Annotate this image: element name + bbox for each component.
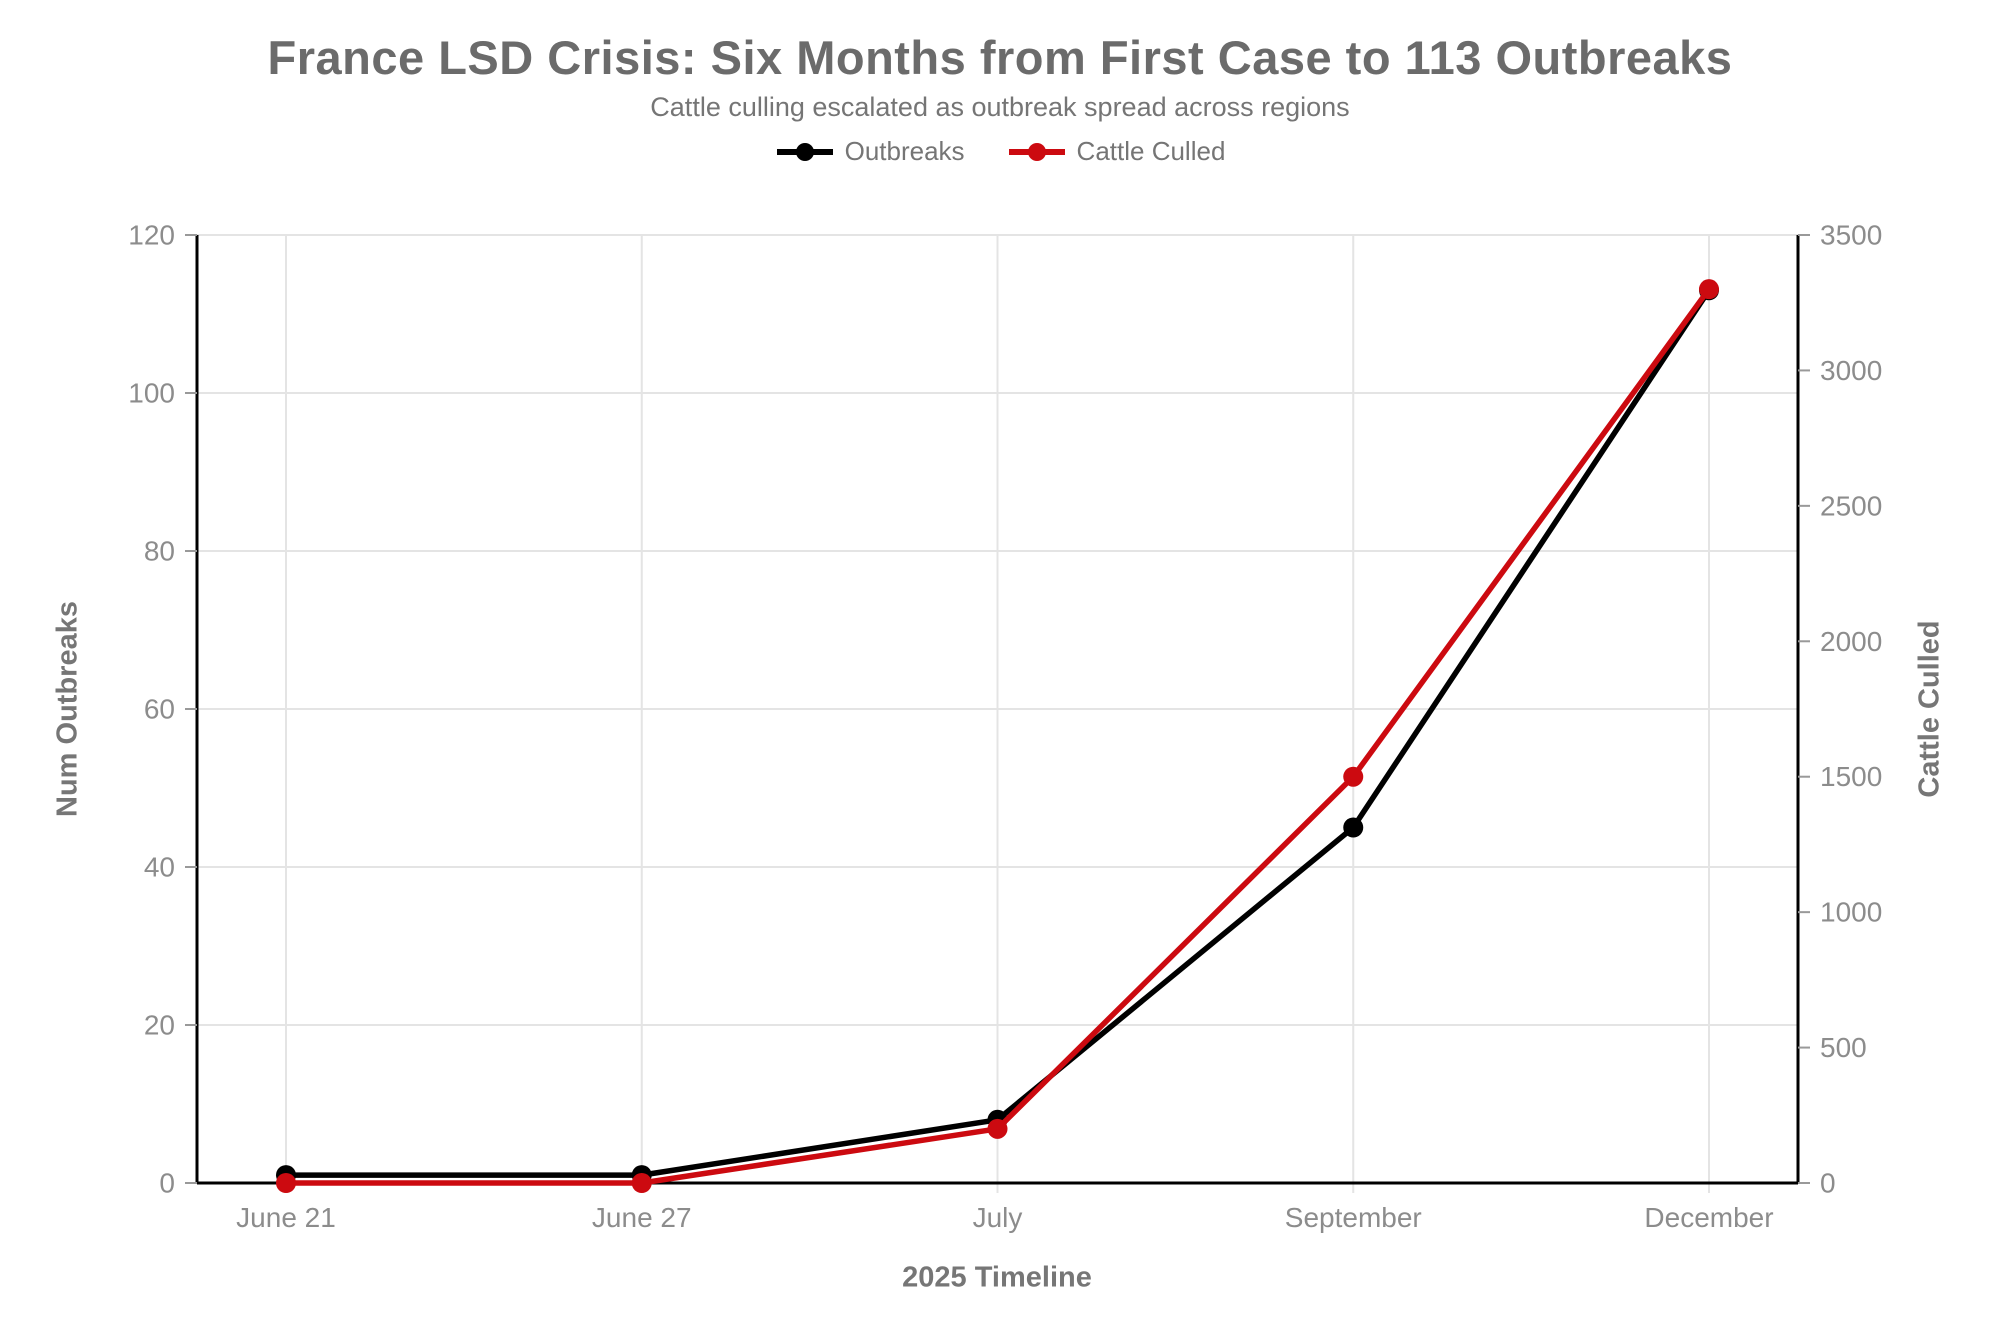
left-tick-label: 0 xyxy=(159,1168,175,1199)
legend-item-outbreaks[interactable]: Outbreaks xyxy=(775,136,965,167)
right-tick-label: 1000 xyxy=(1820,897,1882,928)
data-point-cattle-culled xyxy=(631,1173,652,1193)
right-tick-label: 500 xyxy=(1820,1032,1867,1063)
x-tick-label: July xyxy=(973,1202,1023,1233)
data-point-cattle-culled xyxy=(276,1173,296,1193)
y-axis-title-right: Cattle Culled xyxy=(1913,620,1946,798)
legend-label-outbreaks: Outbreaks xyxy=(844,136,965,166)
right-tick-label: 2500 xyxy=(1820,490,1882,521)
legend-marker-outbreaks xyxy=(795,142,814,161)
legend-label-cattle-culled: Cattle Culled xyxy=(1076,136,1226,166)
right-tick-label: 3500 xyxy=(1820,220,1882,251)
legend-marker-cattle-culled xyxy=(1027,142,1046,161)
chart-subtitle: Cattle culling escalated as outbreak spr… xyxy=(650,92,1350,122)
left-tick-label: 40 xyxy=(144,852,175,883)
x-tick-label: December xyxy=(1644,1202,1773,1233)
legend-swatch-cattle-culled xyxy=(1008,142,1065,161)
legend-swatch-outbreaks xyxy=(776,142,833,161)
left-tick-label: 100 xyxy=(128,378,175,409)
right-tick-label: 1500 xyxy=(1820,761,1882,792)
left-tick-label: 20 xyxy=(144,1010,175,1041)
right-tick-label: 2000 xyxy=(1820,626,1882,657)
left-tick-label: 60 xyxy=(144,694,175,725)
x-tick-label: September xyxy=(1285,1202,1422,1233)
x-tick-label: June 27 xyxy=(592,1202,692,1233)
data-point-cattle-culled xyxy=(1343,766,1364,787)
left-tick-label: 80 xyxy=(144,536,175,567)
x-axis-title: 2025 Timeline xyxy=(902,1261,1092,1294)
right-tick-label: 0 xyxy=(1820,1168,1836,1199)
right-tick-label: 3000 xyxy=(1820,355,1882,386)
data-point-cattle-culled xyxy=(1699,279,1719,300)
data-point-outbreaks xyxy=(1343,817,1364,838)
left-tick-label: 120 xyxy=(128,220,175,251)
x-tick-label: June 21 xyxy=(236,1202,336,1233)
legend-item-cattle-culled[interactable]: Cattle Culled xyxy=(1007,136,1226,167)
chart-title: France LSD Crisis: Six Months from First… xyxy=(267,31,1733,84)
y-axis-title-left: Num Outbreaks xyxy=(51,601,84,817)
data-point-cattle-culled xyxy=(987,1118,1008,1139)
legend: Outbreaks Cattle Culled xyxy=(0,136,2000,167)
